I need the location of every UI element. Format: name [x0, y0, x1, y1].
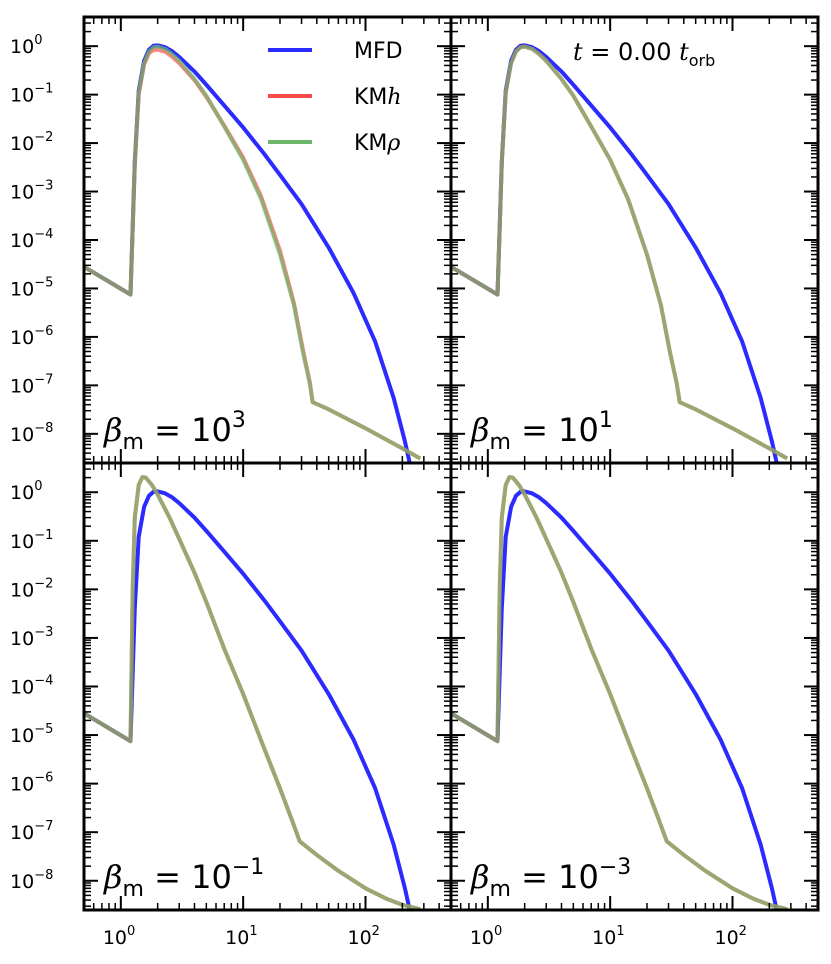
x-tick-label: 101 — [592, 924, 624, 949]
series-line-kmrho — [451, 475, 788, 910]
legend-label-kmrho: KMρ — [354, 131, 400, 156]
y-tick-label: 10−2 — [10, 576, 53, 601]
series-line-mfd — [84, 489, 413, 910]
series-line-kmrho — [84, 44, 422, 461]
panel-label-beta: βm = 103 — [103, 408, 246, 455]
y-tick-label: 10−5 — [10, 275, 53, 300]
series-line-mfd — [451, 489, 780, 910]
y-tick-label: 10−4 — [10, 227, 53, 252]
x-tick-label: 100 — [103, 924, 135, 949]
y-tick-label: 10−6 — [10, 324, 53, 349]
y-tick-label: 10−2 — [10, 130, 53, 155]
panels-layer: 100 10−1 10−2 10−3 10−4 10−5 10−6 10−7 10−8 βm = … — [10, 15, 820, 949]
x-tick-label: 100 — [470, 924, 502, 949]
y-tick-label: 10−1 — [10, 82, 53, 107]
y-tick-label: 10−4 — [10, 674, 53, 699]
panel-3: 100 10−1 10−2 10−3 10−4 10−5 10−6 10−7 10−8 100 10… — [10, 461, 453, 949]
x-tick-label: 102 — [347, 924, 379, 949]
series-line-kmh — [451, 44, 789, 461]
panel-label-beta: βm = 10−1 — [103, 855, 264, 902]
y-tick-label: 100 — [10, 33, 42, 58]
legend-label-mfd: MFD — [354, 39, 403, 64]
y-tick-label: 10−1 — [10, 528, 53, 553]
legend-label-kmh: KMh — [354, 85, 402, 110]
series-line-mfd — [451, 43, 780, 463]
panel-label-beta: βm = 101 — [470, 408, 613, 455]
series-line-mfd — [84, 43, 413, 463]
x-tick-label: 101 — [225, 924, 257, 949]
y-tick-label: 10−8 — [10, 868, 53, 893]
legend: MFD KMh KMρ — [268, 39, 403, 156]
series-group — [84, 43, 422, 463]
y-tick-label: 10−8 — [10, 421, 53, 446]
y-tick-label: 10−3 — [10, 625, 53, 650]
panel-4: 100 101 102 βm = 10−3 — [449, 461, 820, 949]
series-line-kmrho — [451, 44, 789, 461]
y-tick-label: 10−3 — [10, 179, 53, 204]
time-annotation: t = 0.00 torb — [573, 38, 715, 70]
x-tick-label: 102 — [714, 924, 746, 949]
series-group — [451, 43, 789, 463]
series-group — [451, 475, 788, 910]
y-tick-label: 100 — [10, 479, 42, 504]
y-tick-label: 10−5 — [10, 722, 53, 747]
panel-1: 100 10−1 10−2 10−3 10−4 10−5 10−6 10−7 10−8 βm = … — [10, 15, 453, 465]
y-tick-label: 10−6 — [10, 771, 53, 796]
series-line-kmh — [84, 47, 422, 461]
y-tick-label: 10−7 — [10, 372, 53, 397]
panel-2: βm = 101 — [449, 15, 820, 465]
series-group — [84, 475, 421, 910]
y-tick-label: 10−7 — [10, 819, 53, 844]
series-line-kmrho — [84, 475, 421, 910]
panel-label-beta: βm = 10−3 — [470, 855, 631, 902]
